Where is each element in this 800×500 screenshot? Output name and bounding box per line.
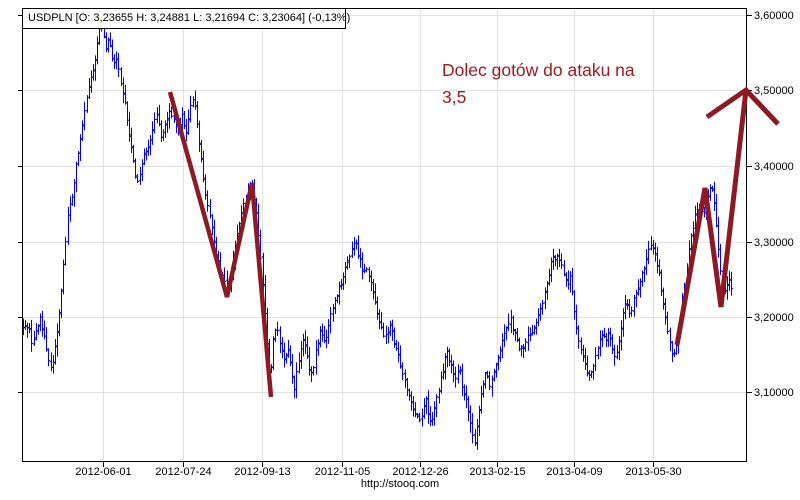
downtrend-zigzag-line bbox=[167, 91, 274, 398]
y-tick-label: 3,50000 bbox=[754, 84, 794, 97]
y-tick-label: 3,30000 bbox=[754, 236, 794, 249]
y-tick-label: 3,20000 bbox=[754, 311, 794, 324]
y-tick-label: 3,40000 bbox=[754, 160, 794, 173]
annotation-line-2: 3,5 bbox=[442, 87, 467, 107]
x-tick-label: 2012-09-13 bbox=[234, 466, 291, 478]
arrow-head-icon bbox=[705, 86, 780, 126]
watermark-link[interactable]: http://stooq.com bbox=[360, 478, 440, 490]
x-tick-label: 2013-02-15 bbox=[469, 466, 526, 478]
y-tick-label: 3,10000 bbox=[754, 386, 794, 399]
annotation-text: Dolec gotów do ataku na 3,5 bbox=[442, 57, 682, 111]
x-tick-label: 2012-07-24 bbox=[155, 466, 212, 478]
annotation-line-1: Dolec gotów do ataku na bbox=[442, 60, 635, 80]
plot-area bbox=[22, 8, 747, 462]
trend-annotations bbox=[167, 86, 780, 398]
x-tick-label: 2012-06-01 bbox=[75, 466, 132, 478]
x-tick-label: 2012-12-26 bbox=[392, 466, 449, 478]
y-tick-label: 3,60000 bbox=[754, 9, 794, 22]
x-tick-label: 2013-04-09 bbox=[546, 466, 603, 478]
ohlc-header-text: USDPLN [O: 3,23655 H: 3,24881 L: 3,21694… bbox=[28, 12, 351, 24]
axis-ticks bbox=[18, 15, 752, 467]
x-tick-label: 2012-11-05 bbox=[314, 466, 371, 478]
ohlc-header: USDPLN [O: 3,23655 H: 3,24881 L: 3,21694… bbox=[22, 8, 351, 29]
uptrend-zigzag-line bbox=[674, 89, 749, 346]
x-tick-label: 2013-05-30 bbox=[625, 466, 682, 478]
